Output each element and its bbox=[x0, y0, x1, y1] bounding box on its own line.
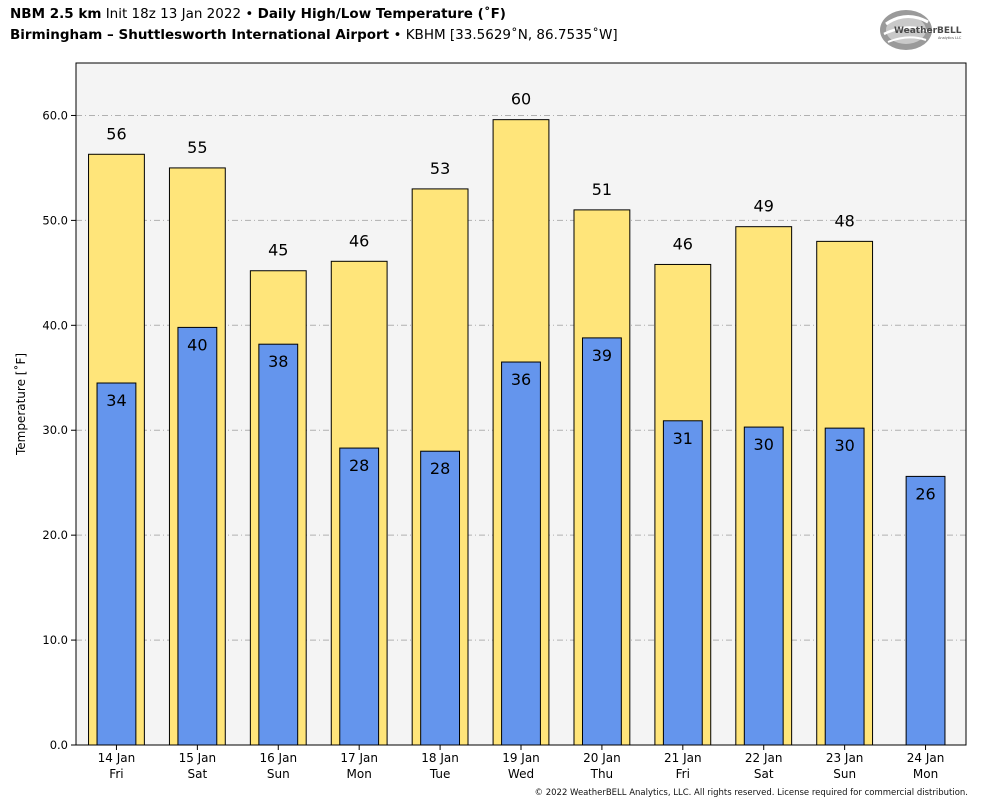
x-tick-date: 18 Jan bbox=[421, 751, 459, 765]
bars bbox=[88, 119, 946, 746]
low-temp-label: 30 bbox=[834, 436, 854, 455]
x-tick-weekday: Mon bbox=[913, 767, 938, 781]
x-tick-weekday: Mon bbox=[347, 767, 372, 781]
y-tick-label: 0.0 bbox=[50, 738, 68, 752]
x-tick-weekday: Tue bbox=[429, 767, 451, 781]
high-temp-label: 46 bbox=[673, 234, 693, 253]
x-tick-date: 14 Jan bbox=[98, 751, 136, 765]
low-temp-bar bbox=[581, 337, 622, 746]
low-temp-bar bbox=[743, 426, 784, 746]
y-tick-label: 40.0 bbox=[42, 318, 68, 332]
x-tick-date: 16 Jan bbox=[259, 751, 297, 765]
low-temp-label: 30 bbox=[754, 435, 774, 454]
x-tick-weekday: Sat bbox=[754, 767, 774, 781]
x-tick-weekday: Sun bbox=[267, 767, 290, 781]
data-labels: 56 34 55 40 45 38 46 28 53 28 60 36 51 39 46 31 49 30 48 30… bbox=[106, 90, 935, 504]
station-info: KBHM [33.5629˚N, 86.7535˚W] bbox=[405, 27, 618, 43]
y-tick-label: 20.0 bbox=[42, 528, 68, 542]
logo-text: WeatherBELL bbox=[894, 26, 962, 36]
y-axis: 0.0 10.0 20.0 30.0 40.0 50.0 60.0 bbox=[42, 108, 76, 752]
y-tick-label: 10.0 bbox=[42, 633, 68, 647]
low-temp-bar bbox=[258, 343, 299, 746]
high-temp-label: 55 bbox=[187, 138, 207, 157]
x-tick-date: 17 Jan bbox=[340, 751, 378, 765]
low-temp-label: 28 bbox=[430, 459, 450, 478]
low-temp-label: 36 bbox=[511, 370, 531, 389]
x-tick-date: 23 Jan bbox=[826, 751, 864, 765]
x-tick-date: 15 Jan bbox=[179, 751, 217, 765]
x-tick-date: 19 Jan bbox=[502, 751, 540, 765]
high-temp-label: 53 bbox=[430, 159, 450, 178]
x-tick-weekday: Fri bbox=[109, 767, 123, 781]
high-temp-label: 51 bbox=[592, 180, 612, 199]
x-tick-weekday: Fri bbox=[676, 767, 690, 781]
low-temp-bar bbox=[824, 427, 865, 746]
x-tick-date: 22 Jan bbox=[745, 751, 783, 765]
model-name: NBM 2.5 km bbox=[10, 6, 102, 22]
y-tick-label: 60.0 bbox=[42, 108, 68, 122]
low-temp-label: 38 bbox=[268, 352, 288, 371]
high-temp-label: 46 bbox=[349, 231, 369, 250]
low-temp-label: 39 bbox=[592, 346, 612, 365]
high-temp-label: 45 bbox=[268, 241, 288, 260]
high-temp-label: 56 bbox=[106, 124, 126, 143]
high-temp-label: 49 bbox=[754, 197, 774, 216]
low-temp-label: 31 bbox=[673, 429, 693, 448]
low-temp-bar bbox=[339, 447, 380, 746]
chart-title-line-1: NBM 2.5 km Init 18z 13 Jan 2022 • Daily … bbox=[10, 6, 506, 22]
init-time: Init 18z 13 Jan 2022 bbox=[105, 6, 242, 22]
low-temp-bar bbox=[501, 361, 541, 746]
product-name: Daily High/Low Temperature (˚F) bbox=[257, 6, 506, 22]
low-temp-bar bbox=[177, 326, 218, 746]
location-name: Birmingham – Shuttlesworth International… bbox=[10, 27, 390, 43]
weatherbell-logo: WeatherBELL Analytics LLC bbox=[880, 10, 962, 50]
x-tick-weekday: Wed bbox=[508, 767, 534, 781]
y-tick-label: 50.0 bbox=[42, 213, 68, 227]
low-temp-label: 34 bbox=[106, 391, 126, 410]
y-tick-label: 30.0 bbox=[42, 423, 68, 437]
x-axis: 14 Jan Fri 15 Jan Sat 16 Jan Sun 17 Jan Mon 18 J… bbox=[98, 745, 945, 781]
low-temp-label: 28 bbox=[349, 456, 369, 475]
low-temp-bar bbox=[905, 475, 946, 746]
low-temp-label: 26 bbox=[915, 484, 935, 503]
logo-subtext: Analytics LLC bbox=[938, 36, 962, 40]
x-tick-weekday: Sun bbox=[833, 767, 856, 781]
low-temp-label: 40 bbox=[187, 335, 207, 354]
x-tick-weekday: Thu bbox=[590, 767, 614, 781]
high-temp-label: 60 bbox=[511, 90, 531, 109]
high-temp-label: 48 bbox=[834, 211, 854, 230]
y-axis-label: Temperature [˚F] bbox=[13, 353, 28, 456]
x-tick-date: 21 Jan bbox=[664, 751, 702, 765]
low-temp-bar bbox=[420, 450, 461, 746]
x-tick-date: 24 Jan bbox=[907, 751, 945, 765]
separator-bullet: • bbox=[245, 6, 254, 22]
separator-bullet: • bbox=[393, 27, 402, 43]
chart-title-line-2: Birmingham – Shuttlesworth International… bbox=[10, 27, 618, 43]
low-temp-bar bbox=[96, 382, 137, 746]
copyright-notice: © 2022 WeatherBELL Analytics, LLC. All r… bbox=[534, 788, 968, 798]
low-temp-bar bbox=[662, 420, 703, 746]
x-tick-date: 20 Jan bbox=[583, 751, 621, 765]
x-tick-weekday: Sat bbox=[188, 767, 208, 781]
